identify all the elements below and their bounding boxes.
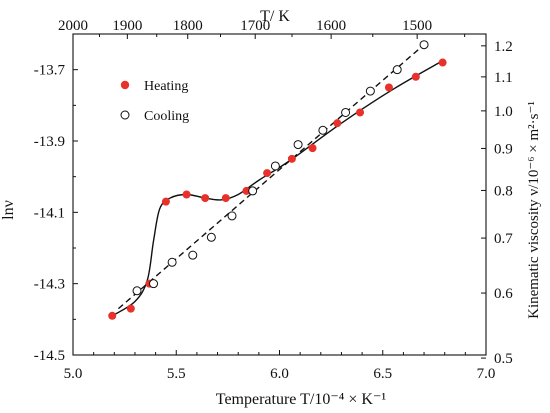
cooling-point: [293, 140, 303, 150]
x-tick-label: 5.0: [64, 366, 83, 382]
right-tick-label: 0.9: [494, 141, 513, 157]
y-tick-label: -14.3: [34, 277, 65, 293]
heating-point: [411, 72, 420, 81]
legend: Heating Cooling: [120, 79, 189, 124]
heating-point: [356, 108, 365, 117]
x-tick-label: 6.0: [270, 366, 289, 382]
cooling-point: [206, 232, 216, 242]
heating-point: [161, 197, 170, 206]
cooling-fit-line: [117, 40, 429, 310]
axis-ticks: 5.0 5.5 6.0 6.5 7.0 -13.7 -13.9 -14.1 -14.3 -14.5…: [34, 18, 514, 382]
cooling-point: [248, 186, 258, 196]
legend-cooling-marker: [120, 110, 130, 120]
plot-border: [72, 33, 487, 356]
heating-point: [438, 58, 447, 67]
top-tick-label: 1800: [173, 18, 203, 34]
heating-point: [221, 194, 230, 203]
top-tick-label: 1500: [402, 18, 432, 34]
cooling-point: [392, 65, 402, 75]
cooling-point: [149, 279, 159, 289]
legend-cooling-label: Cooling: [144, 109, 189, 124]
y-tick-label: -14.5: [34, 348, 65, 364]
heating-point: [308, 144, 317, 153]
cooling-point: [167, 257, 177, 267]
cooling-point: [270, 161, 280, 171]
right-tick-label: 0.8: [494, 183, 513, 199]
right-tick-label: 1.2: [494, 39, 513, 55]
plot-frame: [72, 33, 487, 356]
legend-heating-label: Heating: [144, 79, 188, 94]
heating-point: [384, 83, 393, 92]
y-tick-label: -13.7: [34, 63, 66, 79]
heating-point: [126, 304, 135, 313]
top-tick-label: 1700: [240, 18, 270, 34]
x-tick-label: 6.5: [373, 366, 392, 382]
cooling-point: [341, 107, 351, 117]
y-axis-title: lnν: [0, 200, 17, 220]
right-tick-label: 0.5: [494, 351, 513, 367]
legend-heating-marker: [120, 80, 130, 90]
cooling-point: [419, 40, 429, 50]
top-axis-title: T/ K: [260, 8, 290, 25]
cooling-point: [227, 211, 237, 221]
right-tick-label: 0.6: [494, 286, 513, 302]
y-tick-label: -14.1: [34, 205, 65, 221]
heating-point: [263, 169, 272, 178]
right-tick-label: 1.1: [494, 70, 513, 86]
x-tick-label: 7.0: [477, 366, 496, 382]
data-points: [108, 40, 447, 320]
x-axis-title: Temperature T/10⁻⁴ × K⁻¹: [216, 391, 387, 408]
top-tick-label: 2000: [58, 18, 88, 34]
top-tick-label: 1900: [112, 18, 142, 34]
heating-point: [287, 154, 296, 163]
right-axis-title: Kinematic viscosity ν/10⁻⁶ × m²·s⁻¹: [526, 101, 542, 319]
heating-point: [182, 190, 191, 199]
heating-point: [108, 311, 117, 320]
y-tick-label: -13.9: [34, 134, 65, 150]
cooling-point: [132, 286, 142, 296]
top-tick-label: 1600: [316, 18, 346, 34]
right-tick-label: 1.0: [494, 104, 513, 120]
x-tick-label: 5.5: [167, 366, 186, 382]
heating-fit-curve: [111, 60, 443, 317]
heating-point: [333, 119, 342, 128]
cooling-point: [188, 250, 198, 260]
heating-point: [201, 194, 210, 203]
cooling-point: [365, 86, 375, 96]
cooling-point: [318, 125, 328, 135]
right-tick-label: 0.7: [494, 231, 513, 247]
heating-point: [242, 186, 251, 195]
